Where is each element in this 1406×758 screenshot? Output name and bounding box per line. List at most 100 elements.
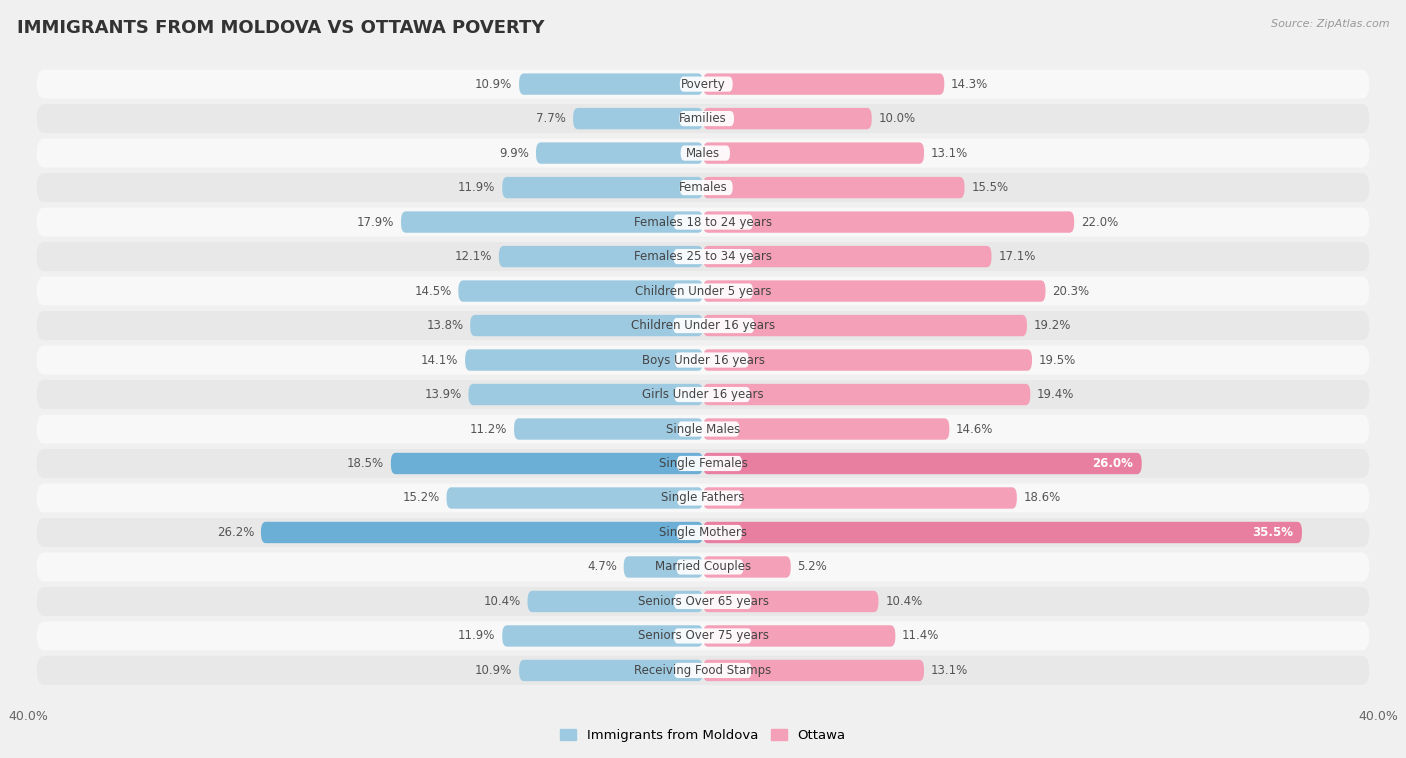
FancyBboxPatch shape (37, 380, 1369, 409)
FancyBboxPatch shape (37, 173, 1369, 202)
Text: Seniors Over 75 years: Seniors Over 75 years (637, 629, 769, 643)
FancyBboxPatch shape (678, 421, 740, 437)
Text: 10.9%: 10.9% (475, 77, 512, 91)
FancyBboxPatch shape (676, 525, 742, 540)
FancyBboxPatch shape (703, 315, 1026, 337)
Text: 18.6%: 18.6% (1024, 491, 1060, 505)
FancyBboxPatch shape (37, 622, 1369, 650)
Legend: Immigrants from Moldova, Ottawa: Immigrants from Moldova, Ottawa (555, 724, 851, 747)
FancyBboxPatch shape (37, 208, 1369, 236)
FancyBboxPatch shape (465, 349, 703, 371)
Text: 18.5%: 18.5% (347, 457, 384, 470)
FancyBboxPatch shape (470, 315, 703, 337)
FancyBboxPatch shape (574, 108, 703, 130)
Text: 14.1%: 14.1% (420, 353, 458, 367)
Text: 20.3%: 20.3% (1052, 284, 1090, 298)
Text: 17.1%: 17.1% (998, 250, 1036, 263)
Text: Males: Males (686, 146, 720, 160)
FancyBboxPatch shape (703, 487, 1017, 509)
FancyBboxPatch shape (703, 280, 1046, 302)
FancyBboxPatch shape (673, 318, 754, 333)
Text: Children Under 16 years: Children Under 16 years (631, 319, 775, 332)
FancyBboxPatch shape (703, 211, 1074, 233)
Text: IMMIGRANTS FROM MOLDOVA VS OTTAWA POVERTY: IMMIGRANTS FROM MOLDOVA VS OTTAWA POVERT… (17, 19, 544, 37)
Text: 19.4%: 19.4% (1038, 388, 1074, 401)
Text: 13.8%: 13.8% (426, 319, 464, 332)
FancyBboxPatch shape (703, 349, 1032, 371)
FancyBboxPatch shape (37, 553, 1369, 581)
FancyBboxPatch shape (37, 449, 1369, 478)
Text: Females 18 to 24 years: Females 18 to 24 years (634, 215, 772, 229)
Text: Seniors Over 65 years: Seniors Over 65 years (637, 595, 769, 608)
FancyBboxPatch shape (676, 456, 742, 471)
Text: Single Males: Single Males (666, 422, 740, 436)
Text: Single Fathers: Single Fathers (661, 491, 745, 505)
FancyBboxPatch shape (673, 628, 752, 644)
Text: 13.1%: 13.1% (931, 146, 967, 160)
FancyBboxPatch shape (703, 143, 924, 164)
Text: 11.9%: 11.9% (458, 629, 495, 643)
FancyBboxPatch shape (676, 490, 742, 506)
FancyBboxPatch shape (37, 346, 1369, 374)
FancyBboxPatch shape (681, 77, 733, 92)
Text: 9.9%: 9.9% (499, 146, 529, 160)
FancyBboxPatch shape (468, 384, 703, 406)
Text: 7.7%: 7.7% (537, 112, 567, 125)
Text: Source: ZipAtlas.com: Source: ZipAtlas.com (1271, 19, 1389, 29)
FancyBboxPatch shape (703, 177, 965, 199)
FancyBboxPatch shape (519, 659, 703, 681)
Text: 26.0%: 26.0% (1092, 457, 1133, 470)
FancyBboxPatch shape (37, 587, 1369, 616)
FancyBboxPatch shape (673, 215, 754, 230)
Text: Children Under 5 years: Children Under 5 years (634, 284, 772, 298)
FancyBboxPatch shape (401, 211, 703, 233)
Text: 26.2%: 26.2% (217, 526, 254, 539)
FancyBboxPatch shape (703, 246, 991, 268)
Text: 14.6%: 14.6% (956, 422, 994, 436)
Text: Receiving Food Stamps: Receiving Food Stamps (634, 664, 772, 677)
FancyBboxPatch shape (681, 180, 733, 195)
FancyBboxPatch shape (502, 625, 703, 647)
Text: 5.2%: 5.2% (797, 560, 827, 574)
FancyBboxPatch shape (703, 590, 879, 612)
FancyBboxPatch shape (37, 277, 1369, 305)
Text: 10.9%: 10.9% (475, 664, 512, 677)
Text: 19.5%: 19.5% (1039, 353, 1076, 367)
Text: 15.2%: 15.2% (402, 491, 440, 505)
Text: 12.1%: 12.1% (454, 250, 492, 263)
FancyBboxPatch shape (499, 246, 703, 268)
Text: 11.4%: 11.4% (903, 629, 939, 643)
FancyBboxPatch shape (703, 418, 949, 440)
Text: 14.3%: 14.3% (950, 77, 988, 91)
Text: Boys Under 16 years: Boys Under 16 years (641, 353, 765, 367)
Text: Married Couples: Married Couples (655, 560, 751, 574)
Text: 10.0%: 10.0% (879, 112, 915, 125)
FancyBboxPatch shape (676, 559, 744, 575)
FancyBboxPatch shape (458, 280, 703, 302)
FancyBboxPatch shape (703, 556, 790, 578)
Text: Females: Females (679, 181, 727, 194)
Text: 17.9%: 17.9% (357, 215, 394, 229)
FancyBboxPatch shape (703, 453, 1142, 475)
Text: 10.4%: 10.4% (886, 595, 922, 608)
Text: Females 25 to 34 years: Females 25 to 34 years (634, 250, 772, 263)
FancyBboxPatch shape (391, 453, 703, 475)
FancyBboxPatch shape (679, 111, 734, 126)
Text: 13.1%: 13.1% (931, 664, 967, 677)
FancyBboxPatch shape (502, 177, 703, 199)
FancyBboxPatch shape (37, 656, 1369, 685)
Text: Families: Families (679, 112, 727, 125)
FancyBboxPatch shape (624, 556, 703, 578)
FancyBboxPatch shape (37, 242, 1369, 271)
FancyBboxPatch shape (703, 74, 945, 95)
FancyBboxPatch shape (37, 70, 1369, 99)
Text: Single Mothers: Single Mothers (659, 526, 747, 539)
FancyBboxPatch shape (37, 415, 1369, 443)
FancyBboxPatch shape (703, 108, 872, 130)
FancyBboxPatch shape (703, 659, 924, 681)
FancyBboxPatch shape (675, 352, 749, 368)
FancyBboxPatch shape (703, 625, 896, 647)
FancyBboxPatch shape (519, 74, 703, 95)
FancyBboxPatch shape (527, 590, 703, 612)
FancyBboxPatch shape (37, 484, 1369, 512)
